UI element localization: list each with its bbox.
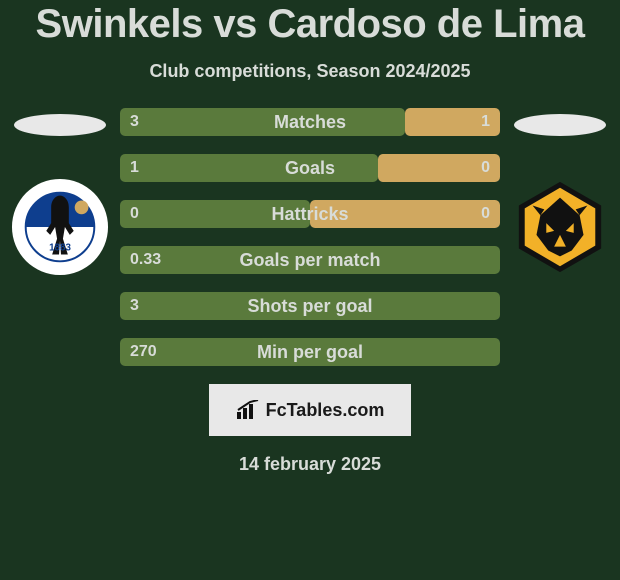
stat-bar-right: 1: [405, 108, 500, 136]
club-badge-left: 1883: [11, 178, 109, 276]
chart-icon: [236, 400, 260, 420]
stat-row: 10Goals: [120, 154, 500, 182]
player-placeholder-left: [14, 114, 106, 136]
stat-bar-left: 1: [120, 154, 378, 182]
stat-row: 00Hattricks: [120, 200, 500, 228]
stat-bar-right: 0: [378, 154, 500, 182]
date-text: 14 february 2025: [239, 454, 381, 475]
right-column: [500, 102, 620, 276]
stat-bar-left: 3: [120, 108, 405, 136]
stat-value-right: 0: [481, 159, 490, 177]
stat-value-left: 1: [130, 159, 139, 177]
stat-value-left: 270: [130, 343, 157, 361]
club-badge-right: [511, 178, 609, 276]
stat-value-left: 3: [130, 297, 139, 315]
stat-row: 3Shots per goal: [120, 292, 500, 320]
badge-year-left: 1883: [49, 243, 71, 254]
stat-value-right: 1: [481, 113, 490, 131]
stats-column: 31Matches10Goals00Hattricks0.33Goals per…: [120, 102, 500, 366]
stat-row: 0.33Goals per match: [120, 246, 500, 274]
stat-bar-right: 0: [310, 200, 500, 228]
brand-text: FcTables.com: [266, 400, 385, 421]
subtitle: Club competitions, Season 2024/2025: [149, 61, 470, 82]
bristol-rovers-icon: 1883: [11, 178, 109, 276]
stat-bar-left: 3: [120, 292, 500, 320]
stat-row: 31Matches: [120, 108, 500, 136]
comparison-card: Swinkels vs Cardoso de Lima Club competi…: [0, 0, 620, 475]
stat-bar-left: 0: [120, 200, 310, 228]
main-area: 1883 31Matches10Goals00Hattricks0.33Goal…: [0, 102, 620, 366]
page-title: Swinkels vs Cardoso de Lima: [36, 2, 585, 47]
stat-bar-left: 270: [120, 338, 500, 366]
stat-value-right: 0: [481, 205, 490, 223]
brand-badge[interactable]: FcTables.com: [209, 384, 411, 436]
player-placeholder-right: [514, 114, 606, 136]
left-column: 1883: [0, 102, 120, 276]
stat-value-left: 3: [130, 113, 139, 131]
stat-value-left: 0: [130, 205, 139, 223]
stat-value-left: 0.33: [130, 251, 161, 269]
stat-bar-left: 0.33: [120, 246, 500, 274]
stat-row: 270Min per goal: [120, 338, 500, 366]
wolves-icon: [511, 178, 609, 276]
